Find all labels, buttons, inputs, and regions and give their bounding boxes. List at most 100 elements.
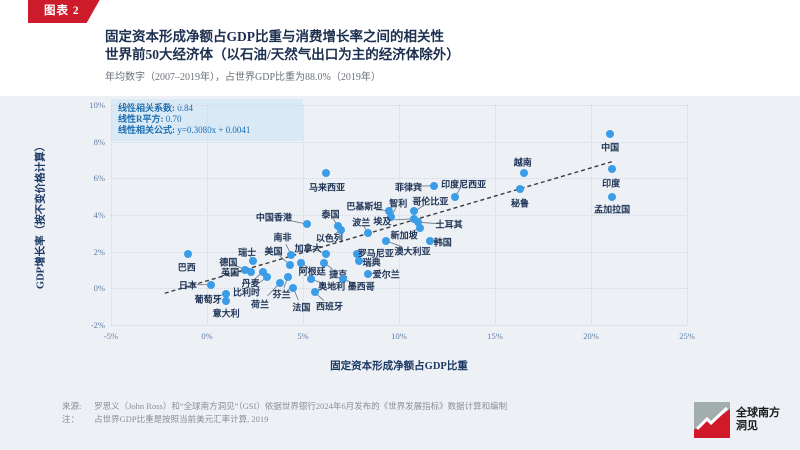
- data-point-label: 罗马尼亚: [357, 248, 394, 258]
- stat-rsquared-value: 0.70: [165, 114, 182, 124]
- data-point: [387, 212, 396, 221]
- stat-formula: 线性相关公式: y=0.3080x + 0.0041: [118, 125, 296, 136]
- gridline-horizontal: [111, 251, 687, 253]
- chart-subtitle: 年均数字（2007–2019年），占世界GDP比重为88.0%（2019年）: [105, 72, 381, 83]
- data-point: [410, 207, 419, 216]
- data-point: [247, 267, 256, 276]
- data-point-label: 波兰: [352, 217, 371, 228]
- gridline-horizontal: [111, 215, 687, 216]
- stat-correlation-value: 0.84: [177, 103, 193, 113]
- data-point-label: 埃及: [373, 216, 392, 227]
- x-axis-title: 固定资本形成净额占GDP比重: [330, 361, 468, 372]
- data-point: [310, 288, 319, 296]
- data-point: [352, 249, 361, 258]
- x-tick-label: 25%: [679, 331, 695, 341]
- y-tick-label: 6%: [93, 173, 105, 184]
- data-point-label: 法国: [292, 302, 311, 313]
- data-point-label: 南非: [273, 232, 292, 243]
- data-point: [519, 168, 528, 177]
- data-point-label: 智利: [389, 198, 408, 209]
- data-point: [608, 165, 617, 174]
- data-point: [249, 256, 258, 265]
- data-point-label: 秘鲁: [510, 198, 529, 209]
- data-point-label: 德国: [219, 257, 238, 268]
- source-text: 罗思义（John Ross）和“全球南方洞见”（GSI）依据世界银行2024年6…: [94, 401, 508, 411]
- data-point-label: 葡萄牙: [194, 294, 222, 305]
- data-point: [258, 267, 267, 276]
- data-point-label: 以色列: [315, 233, 343, 244]
- gridline-horizontal: [111, 141, 687, 143]
- trend-line: [164, 160, 615, 294]
- x-tick-label: 0%: [201, 331, 213, 341]
- data-point: [306, 275, 315, 284]
- source-line: 来源: 罗思义（John Ross）和“全球南方洞见”（GSI）依据世界银行20…: [62, 400, 682, 413]
- chart-title-line1: 固定资本形成净额占GDP比重与消费增长率之间的相关性: [105, 29, 444, 44]
- data-point-label: 哥伦比亚: [412, 196, 449, 207]
- data-point: [606, 130, 615, 139]
- data-point-label: 英国: [221, 267, 240, 278]
- data-point-label: 墨西哥: [347, 281, 375, 292]
- data-point: [222, 297, 231, 306]
- data-point: [339, 275, 348, 284]
- data-point-label: 阿根廷: [298, 266, 326, 277]
- data-point-label: 新加坡: [390, 230, 418, 241]
- data-point-label: 瑞士: [238, 247, 257, 258]
- data-point-label: 意大利: [212, 308, 240, 319]
- annotation-layer: [164, 160, 615, 301]
- data-point-label: 巴西: [177, 262, 196, 272]
- note-label: 注：: [62, 414, 80, 424]
- data-point-label: 加拿大: [294, 243, 322, 253]
- stat-rsquared: 线性R平方: 0.70: [118, 114, 296, 125]
- data-point-label: 西班牙: [316, 301, 344, 312]
- data-point: [287, 251, 296, 260]
- figure-tag-label: 图表 2: [44, 5, 80, 17]
- data-point-label: 日本: [178, 280, 197, 291]
- data-point: [183, 249, 192, 258]
- data-point: [241, 266, 250, 274]
- data-point: [414, 218, 423, 227]
- data-point-label: 澳大利亚: [394, 246, 431, 257]
- data-point: [354, 256, 363, 265]
- data-point: [302, 220, 311, 229]
- data-point-label: 瑞典: [362, 257, 381, 268]
- footer-notes: 来源: 罗思义（John Ross）和“全球南方洞见”（GSI）依据世界银行20…: [62, 400, 682, 426]
- data-point: [289, 284, 298, 293]
- data-point-label: 奥地利: [318, 281, 346, 292]
- data-point-label: 印度尼西亚: [441, 179, 487, 190]
- stat-rsquared-label: 线性R平方:: [118, 114, 164, 124]
- data-point: [425, 236, 434, 245]
- data-point: [364, 269, 373, 278]
- gridline-vertical: [687, 105, 688, 325]
- data-point-label: 中国香港: [255, 212, 292, 223]
- data-point-label: 印度: [602, 178, 621, 189]
- gsi-logo: 全球南方 洞见: [694, 402, 780, 438]
- x-tick-label: 15%: [487, 331, 503, 341]
- data-point: [608, 192, 617, 201]
- gridline-horizontal: [111, 178, 687, 180]
- chart-title-line2: 世界前50大经济体（以石油/天然气出口为主的经济体除外）: [105, 47, 460, 62]
- y-tick-label: 0%: [93, 283, 105, 294]
- stat-correlation: 线性相关系数: 0.84: [118, 103, 296, 114]
- data-point: [364, 229, 373, 238]
- data-point-label: 中国: [601, 142, 620, 153]
- x-tick-label: 20%: [583, 331, 599, 341]
- data-point: [322, 249, 331, 258]
- data-point-label: 捷克: [329, 269, 348, 280]
- stat-formula-value: y=0.3080x + 0.0041: [177, 125, 251, 135]
- stat-correlation-label: 线性相关系数:: [118, 103, 175, 113]
- y-tick-label: 10%: [89, 100, 105, 110]
- gsi-logo-text: 全球南方 洞见: [736, 407, 780, 432]
- data-point-label: 芬兰: [272, 289, 291, 300]
- data-point-label: 土耳其: [435, 219, 463, 230]
- title-block: 固定资本形成净额占GDP比重与消费增长率之间的相关性 世界前50大经济体（以石油…: [105, 28, 745, 83]
- data-point: [283, 273, 292, 282]
- data-point: [222, 289, 231, 298]
- x-tick-label: -5%: [103, 331, 119, 341]
- data-point-label: 孟加拉国: [594, 204, 631, 215]
- x-tick-label: 10%: [391, 331, 407, 341]
- data-point: [337, 225, 346, 234]
- x-tick-label: 5%: [297, 331, 309, 341]
- stat-formula-label: 线性相关公式:: [118, 125, 175, 135]
- data-point: [275, 278, 284, 287]
- data-point: [416, 223, 425, 232]
